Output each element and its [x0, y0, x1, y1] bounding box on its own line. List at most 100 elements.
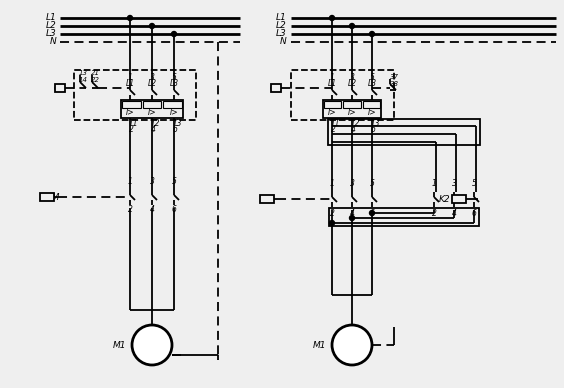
Text: 2: 2: [431, 208, 437, 218]
Text: 4: 4: [452, 208, 456, 218]
Text: N: N: [49, 38, 56, 47]
Text: 4: 4: [351, 125, 356, 135]
Circle shape: [350, 24, 355, 28]
Text: 14: 14: [78, 77, 87, 83]
Text: L1: L1: [328, 78, 337, 88]
Text: L2: L2: [347, 78, 356, 88]
Text: 5: 5: [472, 178, 477, 187]
Text: 3~: 3~: [146, 336, 158, 345]
Circle shape: [329, 16, 334, 21]
Bar: [271, 84, 281, 92]
Text: 21: 21: [90, 70, 99, 76]
Text: 5: 5: [171, 177, 177, 185]
Bar: [291, 70, 394, 120]
Text: 2: 2: [129, 125, 134, 135]
Text: 1: 1: [329, 178, 334, 187]
Text: 37: 37: [390, 74, 399, 80]
Text: I>: I>: [328, 109, 336, 118]
Bar: [164, 101, 182, 108]
Text: 4: 4: [350, 208, 354, 218]
Bar: [40, 193, 54, 201]
Bar: [343, 101, 360, 108]
Text: M1: M1: [112, 341, 126, 350]
Bar: [55, 84, 65, 92]
Text: K1M: K1M: [41, 192, 60, 201]
Text: 5: 5: [369, 178, 374, 187]
Bar: [328, 119, 480, 145]
Text: Q1: Q1: [270, 83, 283, 92]
Text: L2: L2: [147, 78, 157, 88]
Text: L3: L3: [276, 29, 287, 38]
Text: M: M: [347, 341, 358, 355]
Circle shape: [127, 16, 133, 21]
Text: 2: 2: [127, 206, 133, 215]
Circle shape: [369, 211, 374, 215]
Circle shape: [350, 215, 355, 220]
Text: I>: I>: [170, 109, 178, 118]
Text: L1: L1: [276, 14, 287, 23]
Circle shape: [332, 325, 372, 365]
Text: 6: 6: [369, 208, 374, 218]
Text: L3: L3: [367, 78, 377, 88]
Text: 4: 4: [149, 206, 155, 215]
Text: 22: 22: [90, 77, 99, 83]
Bar: [260, 195, 274, 203]
Text: T2: T2: [151, 120, 161, 128]
Bar: [363, 101, 380, 108]
Text: T1: T1: [331, 120, 341, 128]
Text: N: N: [280, 38, 287, 47]
Text: L3: L3: [169, 78, 179, 88]
Circle shape: [149, 24, 155, 28]
Text: 3: 3: [350, 178, 354, 187]
Text: T3: T3: [371, 120, 381, 128]
Bar: [121, 100, 183, 118]
Text: 6: 6: [173, 125, 178, 135]
Bar: [122, 101, 140, 108]
Text: M: M: [147, 341, 157, 355]
Text: 13: 13: [78, 70, 87, 76]
Circle shape: [369, 31, 374, 36]
Text: I>: I>: [126, 109, 134, 118]
Circle shape: [329, 220, 334, 225]
Text: I>: I>: [148, 109, 156, 118]
Bar: [324, 101, 341, 108]
Bar: [143, 101, 161, 108]
Text: 6: 6: [171, 206, 177, 215]
Text: L1: L1: [45, 14, 56, 23]
Text: L1: L1: [125, 78, 135, 88]
Text: 4: 4: [151, 125, 156, 135]
Text: K1: K1: [259, 194, 271, 203]
Text: 6: 6: [472, 208, 477, 218]
Text: Q1: Q1: [54, 83, 67, 92]
Text: T1: T1: [129, 120, 139, 128]
Text: 3: 3: [350, 73, 354, 81]
Text: 3: 3: [149, 73, 155, 81]
Text: M1: M1: [312, 341, 326, 350]
Text: T2: T2: [351, 120, 360, 128]
Text: 2: 2: [331, 125, 336, 135]
Text: 2: 2: [329, 208, 334, 218]
Bar: [452, 195, 466, 203]
Text: L2: L2: [45, 21, 56, 31]
Text: 3: 3: [452, 178, 456, 187]
Text: T3: T3: [173, 120, 183, 128]
Text: 1: 1: [127, 73, 133, 81]
Bar: [323, 100, 381, 118]
Text: K2: K2: [439, 194, 451, 203]
Text: 1: 1: [329, 73, 334, 81]
Text: 1: 1: [431, 178, 437, 187]
Text: I>: I>: [347, 109, 356, 118]
Text: 38: 38: [390, 81, 399, 87]
Text: 5: 5: [369, 73, 374, 81]
Text: I>: I>: [368, 109, 376, 118]
Bar: [329, 208, 479, 226]
Text: 5: 5: [171, 73, 177, 81]
Text: L2: L2: [276, 21, 287, 31]
Bar: [74, 70, 196, 120]
Circle shape: [171, 31, 177, 36]
Text: 3~: 3~: [345, 336, 359, 345]
Text: 1: 1: [127, 177, 133, 185]
Text: 3: 3: [149, 177, 155, 185]
Text: 6: 6: [371, 125, 376, 135]
Text: L3: L3: [45, 29, 56, 38]
